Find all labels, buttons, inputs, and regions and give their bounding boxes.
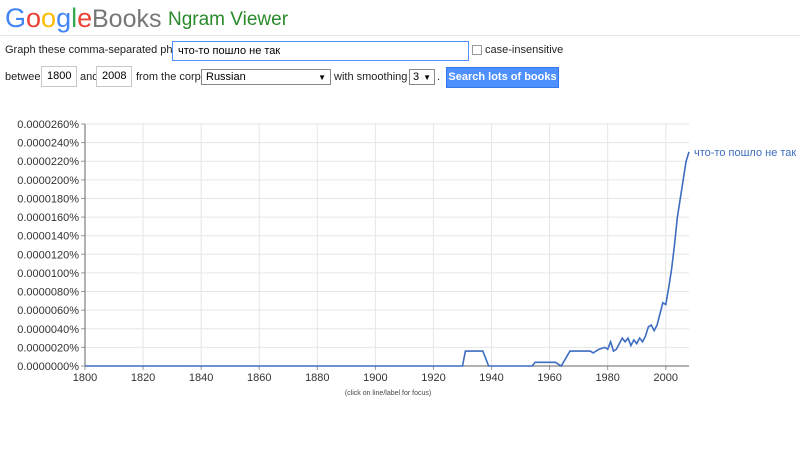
smoothing-select[interactable]: 3 ▼ — [409, 69, 435, 85]
y-tick-label: 0.0000040% — [17, 324, 79, 336]
phrases-input[interactable]: что-то пошло не так — [172, 41, 469, 61]
series-label: что-то пошло не так — [694, 147, 796, 159]
y-tick-label: 0.0000140% — [17, 231, 79, 243]
series-line — [85, 151, 690, 368]
y-tick-label: 0.0000120% — [17, 249, 79, 261]
x-tick-label: 2000 — [654, 372, 678, 384]
x-tick-label: 1800 — [73, 372, 97, 384]
corpus-value: Russian — [206, 71, 246, 83]
start-year-input[interactable]: 1800 — [41, 66, 77, 87]
x-tick-label: 1840 — [189, 372, 213, 384]
y-tick-label: 0.0000100% — [17, 268, 79, 280]
dropdown-arrow: ▼ — [423, 73, 431, 82]
y-tick-label: 0.0000180% — [17, 193, 79, 205]
between-label: between — [5, 71, 47, 83]
phrases-label: Graph these comma-separated phrases: — [5, 44, 203, 56]
case-label: case-insensitive — [485, 44, 564, 56]
y-tick-label: 0.0000260% — [17, 119, 79, 131]
x-tick-label: 1880 — [305, 372, 329, 384]
x-tick-label: 1940 — [479, 372, 503, 384]
end-year-input[interactable]: 2008 — [96, 66, 132, 87]
x-tick-label: 1980 — [595, 372, 619, 384]
header-divider — [0, 35, 800, 36]
and-label: and — [80, 71, 99, 83]
y-tick-label: 0.0000080% — [17, 287, 79, 299]
dropdown-arrow: ▼ — [318, 73, 326, 82]
y-tick-label: 0.0000200% — [17, 175, 79, 187]
period: . — [437, 71, 441, 83]
corpus-select[interactable]: Russian ▼ — [201, 69, 331, 85]
page-title: Ngram Viewer — [168, 9, 289, 30]
y-tick-label: 0.0000240% — [17, 138, 79, 150]
case-checkbox[interactable] — [472, 45, 482, 55]
chart-note: (click on line/label for focus) — [345, 390, 431, 397]
y-tick-label: 0.0000220% — [17, 156, 79, 168]
x-tick-label: 1920 — [421, 372, 445, 384]
y-tick-label: 0.0000160% — [17, 212, 79, 224]
corpus-label: from the corpus — [136, 71, 213, 83]
y-tick-label: 0.0000000% — [17, 361, 79, 373]
x-tick-label: 1960 — [537, 372, 561, 384]
header: Google Books Ngram Viewer — [5, 3, 289, 33]
product-name: Books — [92, 5, 161, 33]
google-logo[interactable]: Google — [5, 3, 92, 33]
smoothing-label: with smoothing of — [334, 71, 420, 83]
x-tick-label: 1900 — [363, 372, 387, 384]
x-tick-label: 1860 — [247, 372, 271, 384]
smoothing-value: 3 — [413, 71, 420, 83]
x-tick-label: 1820 — [131, 372, 155, 384]
y-tick-label: 0.0000060% — [17, 305, 79, 317]
search-button[interactable]: Search lots of books — [446, 67, 559, 88]
y-tick-label: 0.0000020% — [17, 342, 79, 354]
